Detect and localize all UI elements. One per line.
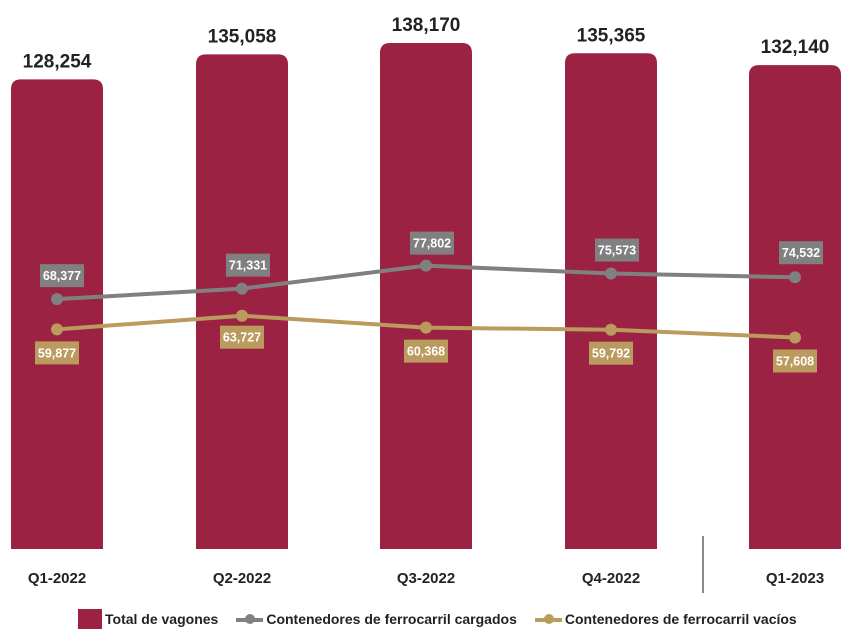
- series-2-point-Q1-2022: [51, 323, 63, 336]
- series-2-data-label: 63,727: [220, 325, 264, 349]
- lines-layer: [51, 259, 801, 344]
- bar-Q1-2023: [749, 65, 841, 549]
- data-label-text: 59,877: [38, 346, 76, 360]
- series-1-data-label: 71,331: [226, 253, 270, 277]
- category-axis: Q1-2022 Q2-2022 Q3-2022 Q4-2022 Q1-2023: [28, 570, 824, 587]
- legend-swatch-series-2: [534, 609, 562, 629]
- bar-Q4-2022: [565, 53, 657, 550]
- data-label-box: [220, 325, 264, 349]
- series-1-point-Q1-2022: [51, 293, 63, 306]
- series-1-data-label: 75,573: [595, 238, 639, 262]
- data-label-box: [779, 241, 823, 265]
- bar-value-label: 135,058: [208, 26, 277, 47]
- data-label-box: [595, 238, 639, 262]
- category-label: Q1-2023: [766, 570, 824, 587]
- data-label-text: 60,368: [407, 345, 445, 359]
- series-1-point-Q4-2022: [605, 267, 617, 280]
- series-1-point-Q2-2022: [236, 282, 248, 295]
- bar-value-label: 138,170: [392, 15, 461, 36]
- legend: Total de vagones Contenedores de ferroca…: [78, 606, 815, 632]
- bar-value-label: 128,254: [23, 51, 92, 72]
- data-label-text: 68,377: [43, 269, 81, 283]
- legend-label-series-2: Contenedores de ferrocarril vacíos: [564, 611, 797, 627]
- data-label-text: 63,727: [223, 331, 261, 345]
- legend-item-series-2: Contenedores de ferrocarril vacíos: [534, 609, 797, 629]
- data-label-box: [410, 231, 454, 255]
- data-label-text: 71,331: [229, 259, 267, 273]
- data-label-box: [226, 253, 270, 277]
- legend-swatch-bars: [78, 609, 102, 629]
- series-1-point-Q1-2023: [789, 271, 801, 284]
- data-label-text: 77,802: [413, 237, 451, 251]
- legend-swatch-series-1: [236, 609, 264, 629]
- series-2-data-label: 57,608: [773, 349, 817, 373]
- series-2-data-label: 59,877: [35, 341, 79, 365]
- series-1-data-label: 74,532: [779, 241, 823, 265]
- category-label: Q2-2022: [213, 570, 271, 587]
- data-label-box: [35, 341, 79, 365]
- category-label: Q4-2022: [582, 570, 640, 587]
- category-label: Q1-2022: [28, 570, 86, 587]
- legend-label-bars: Total de vagones: [105, 611, 219, 627]
- data-label-text: 74,532: [782, 246, 820, 260]
- legend-item-series-1: Contenedores de ferrocarril cargados: [236, 609, 517, 629]
- legend-item-bars: Total de vagones: [78, 609, 218, 629]
- chart: 128,254 135,058 138,170 135,365 132,140 68,37…: [11, 15, 841, 593]
- series-2-point-Q3-2022: [420, 321, 432, 334]
- legend-label-series-1: Contenedores de ferrocarril cargados: [266, 611, 517, 627]
- series-1-point-Q3-2022: [420, 259, 432, 272]
- series-2-data-label: 59,792: [589, 341, 633, 365]
- data-label-box: [404, 339, 448, 363]
- bar-Q2-2022: [196, 54, 288, 549]
- bar-Q3-2022: [380, 43, 472, 550]
- series-2-point-Q1-2023: [789, 331, 801, 344]
- data-label-box: [589, 341, 633, 365]
- series-1-data-label: 77,802: [410, 231, 454, 255]
- data-label-box: [40, 264, 84, 288]
- labels-layer: 128,254 135,058 138,170 135,365 132,140 68,37…: [23, 15, 830, 373]
- series-1-data-label: 68,377: [40, 264, 84, 288]
- data-label-text: 57,608: [776, 354, 814, 368]
- series-2-point-Q4-2022: [605, 323, 617, 336]
- data-label-text: 59,792: [592, 347, 630, 361]
- category-label: Q3-2022: [397, 570, 455, 587]
- bars-layer: [11, 43, 841, 550]
- bar-value-label: 135,365: [577, 25, 646, 46]
- bar-Q1-2022: [11, 79, 103, 549]
- series-2-point-Q2-2022: [236, 309, 248, 322]
- data-label-text: 75,573: [598, 244, 636, 258]
- bar-value-label: 132,140: [761, 37, 830, 58]
- data-label-box: [773, 349, 817, 373]
- series-2-data-label: 60,368: [404, 339, 448, 363]
